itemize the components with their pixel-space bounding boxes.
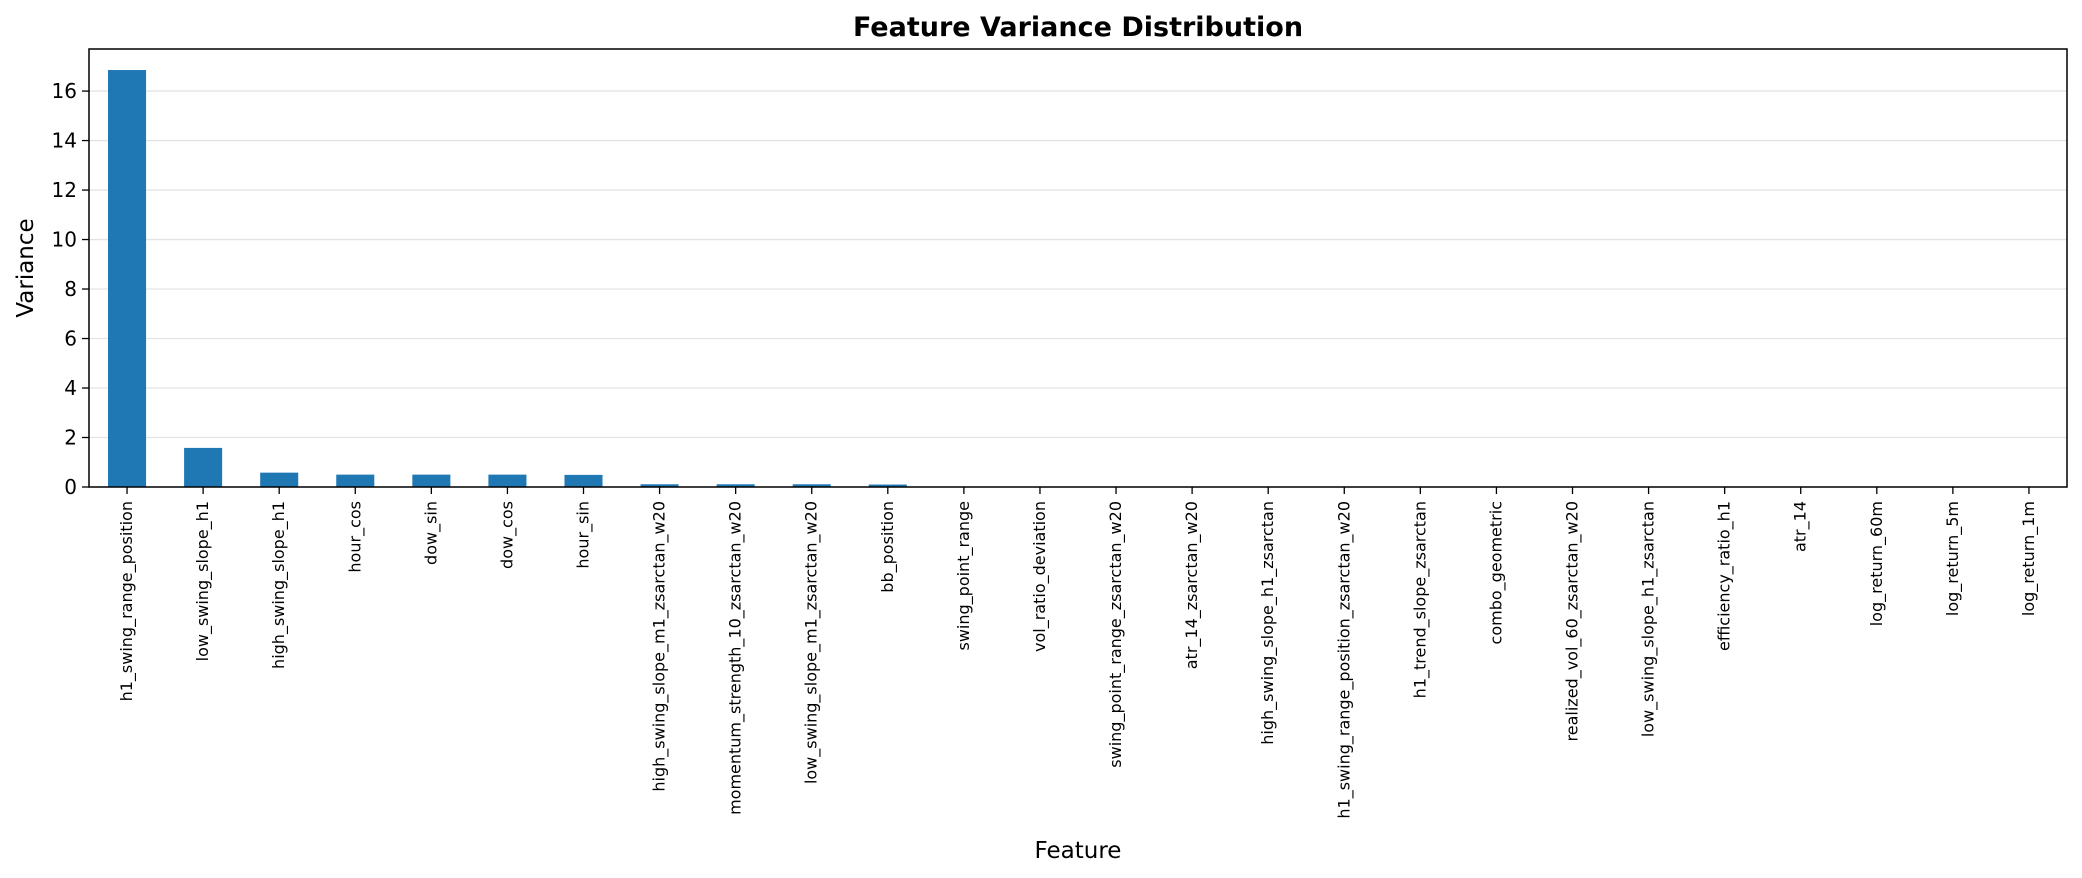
bar-high_swing_slope_m1_zsarctan_w20: [640, 484, 679, 487]
bar-low_swing_slope_m1_zsarctan_w20: [792, 484, 831, 487]
x-tick-label-6: hour_sin: [574, 501, 594, 569]
bar-hour_sin: [564, 474, 603, 487]
x-tick-label-14: atr_14_zsarctan_w20: [1182, 501, 1202, 669]
x-tick-label-23: log_return_60m: [1867, 501, 1887, 626]
x-axis-ticks: h1_swing_range_position low_swing_slope_h…: [117, 487, 2039, 819]
x-tick-label-25: log_return_1m: [2019, 501, 2039, 616]
bar-high_swing_slope_h1: [260, 472, 299, 487]
y-tick-label-1: 2: [64, 426, 77, 450]
x-tick-label-8: momentum_strength_10_zsarctan_w20: [726, 501, 746, 815]
bar-low_swing_slope_h1: [184, 447, 223, 487]
x-tick-label-16: h1_swing_range_position_zsarctan_w20: [1334, 501, 1354, 819]
x-tick-label-11: swing_point_range: [954, 501, 974, 651]
y-axis-ticks: 0 2 4 6 8 10 12 14 16: [52, 79, 89, 499]
x-tick-label-7: high_swing_slope_m1_zsarctan_w20: [650, 501, 670, 792]
x-tick-label-3: hour_cos: [345, 501, 365, 573]
x-tick-label-4: dow_sin: [421, 501, 441, 565]
x-tick-label-15: high_swing_slope_h1_zsarctan: [1258, 501, 1278, 745]
bar-momentum_strength_10_zsarctan_w20: [716, 484, 755, 487]
x-tick-label-10: bb_position: [878, 501, 898, 593]
x-tick-label-24: log_return_5m: [1943, 501, 1963, 616]
x-tick-label-13: swing_point_range_zsarctan_w20: [1106, 501, 1126, 768]
x-tick-label-20: low_swing_slope_h1_zsarctan: [1639, 501, 1659, 737]
x-axis-label: Feature: [1035, 838, 1122, 864]
bar-h1_swing_range_position: [108, 70, 147, 487]
grid-lines: [89, 90, 2067, 488]
bar-dow_cos: [488, 474, 527, 487]
bars: [108, 70, 2048, 487]
x-tick-label-18: combo_geometric: [1486, 501, 1506, 644]
y-tick-label-0: 0: [64, 475, 77, 499]
x-tick-label-21: efficiency_ratio_h1: [1715, 501, 1735, 651]
x-tick-label-0: h1_swing_range_position: [117, 501, 137, 701]
bar-dow_sin: [412, 474, 451, 487]
x-tick-label-9: low_swing_slope_m1_zsarctan_w20: [802, 501, 822, 784]
plot-frame: [88, 48, 2068, 488]
x-tick-label-22: atr_14: [1791, 501, 1811, 552]
y-tick-label-3: 6: [64, 327, 77, 351]
y-tick-label-4: 8: [64, 277, 77, 301]
x-tick-label-2: high_swing_slope_h1: [269, 501, 289, 669]
x-tick-label-5: dow_cos: [497, 501, 517, 569]
bar-bb_position: [868, 484, 907, 487]
x-tick-label-1: low_swing_slope_h1: [193, 501, 213, 661]
chart-title: Feature Variance Distribution: [853, 12, 1303, 43]
y-tick-label-2: 4: [64, 376, 77, 400]
y-tick-label-8: 16: [52, 79, 77, 103]
y-tick-label-6: 12: [52, 178, 77, 202]
y-tick-label-5: 10: [52, 228, 77, 252]
bar-hour_cos: [336, 474, 375, 487]
y-axis-label: Variance: [13, 218, 39, 317]
x-tick-label-12: vol_ratio_deviation: [1030, 501, 1050, 652]
x-tick-label-19: realized_vol_60_zsarctan_w20: [1563, 501, 1583, 741]
y-tick-label-7: 14: [52, 129, 77, 153]
x-tick-label-17: h1_trend_slope_zsarctan: [1410, 501, 1430, 698]
